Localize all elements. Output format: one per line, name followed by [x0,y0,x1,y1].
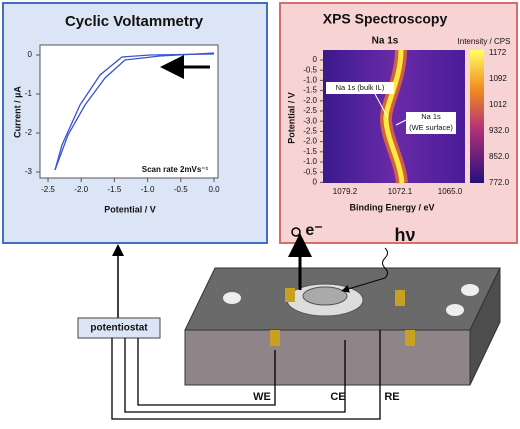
contact [405,330,415,346]
x-tick-label: 0.0 [208,185,220,194]
colorbar-tick-label: 1092 [489,74,507,83]
axis-label: Potential / V [286,92,296,144]
axis-label: Current / µA [12,86,22,138]
y-tick-label: -2 [25,128,33,137]
y-tick-label: -1.0 [303,157,317,166]
y-tick-label: -1 [25,89,33,98]
colorbar-label: Intensity / CPS [458,37,511,46]
contact [395,290,405,306]
label-box [326,82,394,94]
wire-re [111,330,381,420]
label-box [406,112,456,134]
cell-hole [223,292,241,304]
colorbar-tick-label: 852.0 [489,152,510,161]
y-tick-label: -1.5 [303,86,317,95]
x-tick-label: 1079.2 [333,187,358,196]
heatmap-band [383,49,405,184]
electrode-label: CE [330,391,345,403]
x-tick-label: -2.0 [74,185,88,194]
y-tick-label: -1.0 [303,76,317,85]
x-tick-label: -0.5 [174,185,188,194]
cell-front [184,329,471,386]
y-tick-label: 0 [313,178,318,187]
photon-label: hν [394,225,415,245]
colorbar-tick-label: 1012 [489,100,507,109]
annotation: (WE surface) [409,123,453,132]
y-tick-label: 0 [313,55,318,64]
photon-path [341,247,388,293]
colorbar-tick-label: 772.0 [489,178,510,187]
cell-hole [461,284,479,296]
annotation: Na 1s [421,112,441,121]
panel-title: XPS Spectroscopy [323,11,448,27]
colorbar [470,50,484,183]
leader-line [395,119,407,126]
electrode-label: WE [253,391,271,403]
x-tick-label: 1072.1 [388,187,413,196]
cv-plot-area [39,44,219,179]
electron-symbol [291,227,301,237]
cv-forward-scan [54,53,215,171]
axis-label: Binding Energy / eV [349,202,434,212]
y-tick-label: -2.0 [303,96,317,105]
contact [270,330,280,346]
axis-label: Potential / V [104,204,156,214]
panel-subtitle: Na 1s [372,36,399,47]
y-tick-label: -2.5 [303,127,317,136]
cell-well-inner [302,286,348,306]
x-tick-label: 1065.0 [438,187,463,196]
x-tick-label: -1.5 [108,185,122,194]
colorbar-tick-label: 932.0 [489,126,510,135]
potentiostat-box [77,317,161,339]
cell-hole [446,304,464,316]
y-tick-label: 0 [28,50,33,59]
emission-label: e⁻ [305,222,322,239]
y-tick-label: -1.5 [303,147,317,156]
x-tick-label: -1.0 [141,185,155,194]
panel-title: Cyclic Voltammetry [65,13,204,30]
y-tick-label: -3.0 [303,116,317,125]
contact [285,288,295,302]
y-tick-label: -2.0 [303,137,317,146]
x-tick-label: -2.5 [41,185,55,194]
cell-side [469,267,501,386]
y-tick-label: -0.5 [303,167,317,176]
annotation: Na 1s (bulk IL) [336,83,385,92]
potentiostat-label: potentiostat [90,323,148,334]
colorbar-tick-label: 1172 [489,48,507,57]
electrode-label: RE [384,391,399,403]
wire-ce [124,338,346,413]
y-tick-label: -3 [25,167,33,176]
annotation: Scan rate 2mVs⁻¹ [142,165,209,174]
y-tick-label: -0.5 [303,65,317,74]
y-tick-label: -2.5 [303,106,317,115]
leader-line [374,93,389,119]
wire-we [137,338,276,406]
